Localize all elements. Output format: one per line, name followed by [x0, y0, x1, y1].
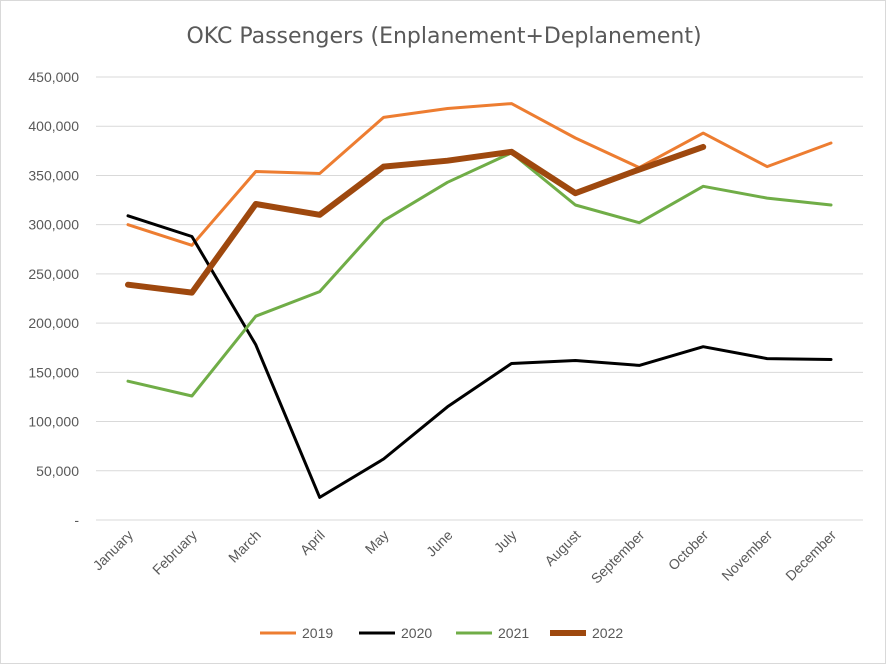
- legend-label: 2021: [498, 625, 529, 641]
- y-axis-tick-labels: - 50,000 100,000 150,000 200,000 250,000 300,0…: [28, 69, 79, 528]
- x-tick-label: August: [541, 527, 583, 569]
- legend-item-2021: 2021: [456, 625, 529, 641]
- series-line-2020: [126, 214, 833, 499]
- x-tick-label: November: [718, 527, 775, 584]
- series-line-2021: [126, 151, 833, 398]
- legend-label: 2022: [592, 625, 623, 641]
- x-tick-label: April: [297, 527, 328, 558]
- x-tick-label: October: [665, 527, 712, 574]
- y-tick-label: 300,000: [28, 217, 79, 233]
- y-tick-label: 50,000: [36, 463, 79, 479]
- x-tick-label: June: [423, 527, 456, 560]
- y-tick-label: 250,000: [28, 266, 79, 282]
- legend-label: 2019: [302, 625, 333, 641]
- y-tick-label: -: [74, 512, 79, 528]
- x-axis-tick-labels: January February March April May June July Augu…: [90, 527, 840, 587]
- series-line-2022: [125, 143, 707, 296]
- x-tick-label: March: [225, 527, 264, 566]
- chart-title: OKC Passengers (Enplanement+Deplanement): [186, 24, 701, 49]
- y-tick-label: 100,000: [28, 414, 79, 430]
- legend-item-2019: 2019: [260, 625, 333, 641]
- x-tick-label: September: [588, 527, 648, 587]
- series-line-2019: [126, 102, 833, 247]
- legend-label: 2020: [401, 625, 432, 641]
- y-tick-label: 150,000: [28, 364, 79, 380]
- x-tick-label: December: [782, 527, 839, 584]
- legend-item-2020: 2020: [359, 625, 432, 641]
- x-tick-label: February: [149, 527, 200, 578]
- y-tick-label: 400,000: [28, 118, 79, 134]
- legend-item-2022: 2022: [550, 625, 623, 641]
- x-tick-label: January: [90, 527, 137, 574]
- y-tick-label: 450,000: [28, 69, 79, 85]
- series-lines: [125, 102, 833, 499]
- y-tick-label: 350,000: [28, 167, 79, 183]
- x-tick-label: July: [491, 527, 520, 556]
- y-tick-label: 200,000: [28, 315, 79, 331]
- grid-lines: [96, 76, 863, 521]
- legend: 2019 2020 2021 2022: [260, 625, 623, 641]
- x-tick-label: May: [362, 527, 392, 557]
